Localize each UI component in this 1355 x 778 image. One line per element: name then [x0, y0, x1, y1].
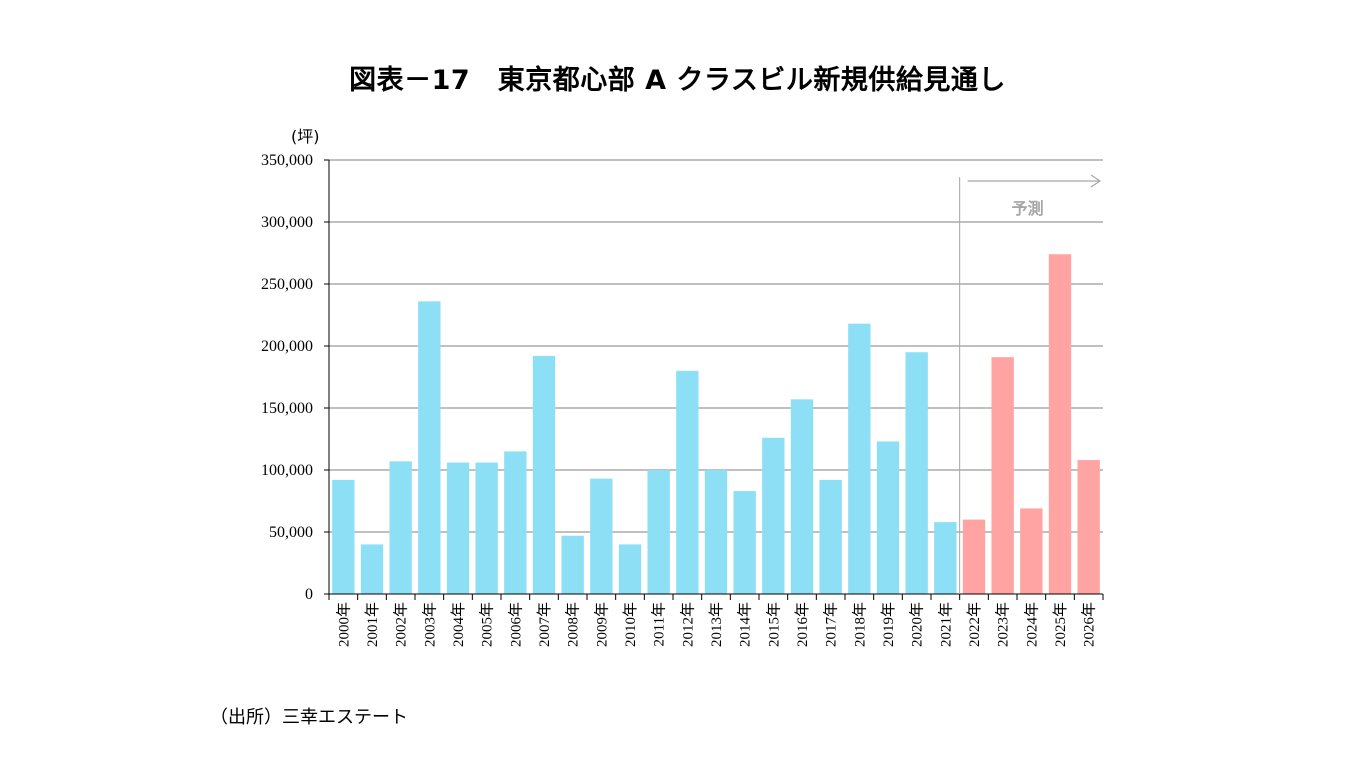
forecast-annotation: 予測: [959, 174, 1102, 594]
x-category-label: 2004年: [450, 602, 467, 647]
bar: [561, 535, 584, 594]
bar: [1077, 460, 1100, 594]
y-tick-label: 0: [305, 586, 313, 603]
x-category-label: 2023年: [995, 602, 1012, 647]
x-category-label: 2011年: [651, 602, 668, 646]
bar: [962, 519, 986, 594]
bar: [504, 451, 527, 594]
bar: [991, 357, 1014, 594]
bar: [876, 441, 900, 594]
bar: [762, 437, 785, 594]
bar: [360, 544, 384, 594]
x-category-label: 2018年: [851, 602, 868, 647]
y-axis-unit-label: (坪): [291, 127, 320, 146]
x-category-label: 2012年: [679, 602, 696, 647]
x-category-label: 2001年: [364, 602, 381, 647]
x-category-label: 2006年: [507, 602, 524, 647]
bar: [1048, 254, 1072, 595]
x-category-label: 2015年: [765, 602, 782, 647]
x-category-label: 2005年: [479, 602, 496, 647]
bar: [905, 352, 928, 594]
x-category-label: 2000年: [335, 602, 352, 647]
bar: [389, 461, 412, 594]
y-tick-label: 250,000: [261, 276, 313, 293]
x-category-label: 2024年: [1023, 602, 1040, 647]
axes: [324, 159, 1104, 600]
forecast-arrow-head: [1090, 174, 1102, 188]
y-tick-label: 350,000: [261, 152, 313, 169]
bar: [418, 301, 441, 594]
bar: [446, 462, 470, 594]
x-category-label: 2014年: [737, 602, 754, 647]
bar: [934, 522, 957, 594]
source-note: （出所）三幸エステート: [210, 707, 408, 728]
bar: [733, 491, 756, 594]
y-tick-label: 100,000: [261, 462, 313, 479]
y-tick-label: 300,000: [261, 214, 313, 231]
x-category-label: 2025年: [1052, 602, 1069, 647]
bar: [819, 479, 842, 594]
bar: [532, 355, 556, 594]
bar: [590, 478, 613, 594]
x-category-label: 2026年: [1081, 602, 1098, 647]
x-category-label: 2010年: [622, 602, 639, 647]
x-category-label: 2008年: [565, 602, 582, 647]
forecast-label: 予測: [1012, 199, 1044, 218]
chart-title: 図表－17 東京都心部 A クラスビル新規供給見通し: [349, 65, 1006, 96]
y-tick-label: 150,000: [261, 400, 313, 417]
x-category-label: 2003年: [421, 602, 438, 647]
x-category-label: 2022年: [966, 602, 983, 647]
y-tick-label: 200,000: [261, 338, 313, 355]
x-category-label: 2002年: [393, 602, 410, 647]
x-category-label: 2013年: [708, 602, 725, 647]
bar: [1020, 508, 1043, 594]
x-category-label: 2020年: [909, 602, 926, 647]
bar: [790, 399, 814, 594]
y-tick-label: 50,000: [269, 524, 313, 541]
x-category-label: 2021年: [937, 602, 954, 647]
x-category-label: 2016年: [794, 602, 811, 647]
labels: 0 50,000 100,000 150,000 200,000 250,000 300,0…: [261, 152, 1098, 647]
x-category-label: 2019年: [880, 602, 897, 647]
bar: [848, 323, 871, 594]
bar: [676, 370, 699, 594]
x-category-label: 2017年: [823, 602, 840, 647]
bars: [332, 254, 1100, 595]
x-category-label: 2009年: [593, 602, 610, 647]
bar: [647, 470, 670, 594]
bar: [618, 544, 642, 594]
x-category-label: 2007年: [536, 602, 553, 647]
bar: [475, 462, 498, 594]
bar: [704, 470, 728, 594]
bar: [332, 479, 355, 594]
